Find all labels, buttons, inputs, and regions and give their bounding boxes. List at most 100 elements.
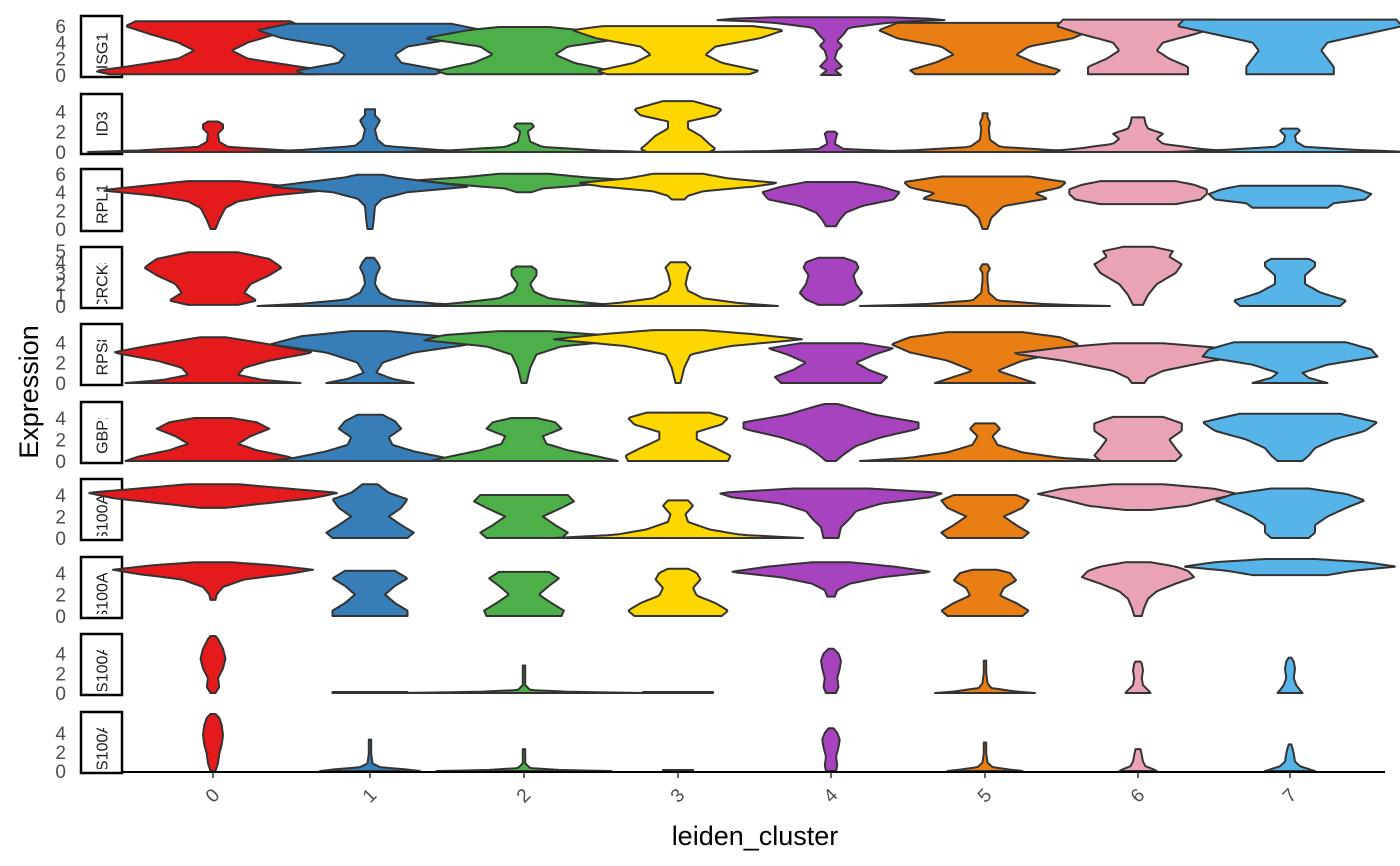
y-tick-label: 2 [55,50,66,71]
violin-rps8-cluster-1 [270,330,470,384]
x-axis-title: leiden_cluster [672,821,839,851]
violin-s100a11-cluster-3 [552,499,804,539]
violin-gbp1-cluster-3 [624,411,732,462]
gene-label: GBP1 [95,411,112,454]
gene-strip-box [79,167,124,233]
gene-label: S100A11 [95,477,112,542]
panel-rps8: 024 RPS8 [55,322,1379,395]
violin-crcks2-cluster-7 [1233,257,1347,307]
panel-s100a11: 024 S100A11 [55,477,1365,550]
y-tick-label: 6 [55,165,66,186]
violin-s100a8-cluster-3 [662,769,694,772]
gene-strip: S100A10 [79,554,124,620]
panel-s100a8: 024 S100A8 [55,710,1316,783]
violin-s100a11-cluster-0 [88,483,338,509]
y-tick-label: 0 [55,607,66,628]
y-tick-label: 4 [55,724,66,745]
violin-isg15-cluster-4 [716,16,946,76]
violin-s100a11-cluster-2 [473,494,575,539]
violin-rps8-cluster-4 [768,342,894,384]
violin-s100a8-cluster-7 [1264,743,1316,772]
violin-crcks2-cluster-3 [577,261,779,307]
y-tick-label: 2 [55,743,66,764]
panel-s100a10: 024 S100A10 [55,554,1396,628]
violin-s100a11-cluster-4 [719,487,943,539]
violin-s100a8-cluster-5 [946,741,1024,772]
y-tick-label: 6 [55,17,66,38]
violin-rpl11-cluster-2 [416,172,632,194]
violin-rpl11-cluster-3 [579,172,777,201]
gene-strip-box [79,710,124,775]
violin-rps8-cluster-5 [891,331,1079,384]
violin-crcks2-cluster-4 [799,256,863,306]
x-tick-label: 6 [1127,785,1149,807]
violin-s100a9-cluster-7 [1276,656,1304,694]
gene-strip: GBP1 [79,400,124,465]
y-tick-label: 2 [55,275,66,296]
x-tick-label: 1 [359,785,381,807]
gene-strip: ID3 [79,92,124,156]
gene-strip-box [79,400,124,465]
y-tick-label: 4 [55,102,66,123]
violin-s100a10-cluster-7 [1184,558,1396,577]
violin-s100a11-cluster-6 [1037,483,1239,511]
x-tick-label: 2 [513,785,535,807]
violin-s100a10-cluster-2 [483,570,565,617]
violin-gbp1-cluster-7 [1202,412,1378,462]
violin-rps8-cluster-2 [423,330,625,384]
y-tick-label: 4 [55,486,66,507]
y-tick-label: 4 [55,183,66,204]
y-tick-label: 0 [55,762,66,783]
violin-s100a11-cluster-5 [940,494,1030,539]
violin-s100a8-cluster-6 [1118,748,1158,772]
x-tick-label: 5 [974,785,996,807]
violin-id3-cluster-2 [398,122,650,153]
violin-s100a10-cluster-1 [331,569,409,617]
x-tick-label: 7 [1279,785,1301,807]
violin-rpl11-cluster-1 [271,173,469,230]
gene-label: CRCKS2 [95,245,112,310]
gene-label: S100A9 [95,636,112,693]
gene-strip: RPL11 [79,167,124,233]
y-tick-label: 2 [55,585,66,606]
violin-s100a11-cluster-1 [325,483,415,539]
panel-gbp1: 024 GBP1 [55,400,1378,473]
gene-strip-box [79,477,124,542]
violin-rpl11-cluster-4 [761,181,901,228]
y-tick-label: 5 [55,242,66,263]
violin-s100a10-cluster-4 [731,561,931,598]
x-tick-label: 3 [667,785,689,807]
violin-id3-cluster-6 [1037,116,1239,153]
y-tick-label: 2 [55,202,66,223]
violin-isg15-cluster-1 [257,22,483,76]
violin-id3-cluster-7 [1170,127,1400,153]
violin-rps8-cluster-6 [1014,342,1262,384]
panel-s100a9: 024 S100A9 [55,632,1304,705]
gene-strip-box [79,14,124,79]
y-tick-label: 0 [55,66,66,87]
violin-s100a9-cluster-1 [331,691,409,694]
violin-rps8-cluster-7 [1201,341,1379,384]
y-tick-label: 0 [55,684,66,705]
panel-id3: 024 ID3 [55,92,1400,164]
y-tick-label: 4 [55,564,66,585]
violin-rpl11-cluster-7 [1207,184,1373,209]
gene-label: S100A10 [95,554,112,620]
violin-s100a8-cluster-0 [202,713,224,772]
gene-strip-box [79,322,124,387]
violin-crcks2-cluster-1 [256,256,484,307]
violin-gbp1-cluster-0 [124,417,302,462]
violin-s100a9-cluster-3 [642,691,714,694]
gene-label: ID3 [95,111,112,136]
violin-id3-cluster-1 [244,108,496,153]
violin-s100a10-cluster-0 [112,561,314,601]
violin-s100a10-cluster-3 [627,567,729,617]
y-tick-label: 0 [55,529,66,550]
violin-s100a11-cluster-7 [1215,487,1365,539]
gene-strip-box [79,632,124,697]
violin-gbp1-cluster-6 [1093,415,1183,462]
violin-gbp1-cluster-4 [742,403,920,462]
